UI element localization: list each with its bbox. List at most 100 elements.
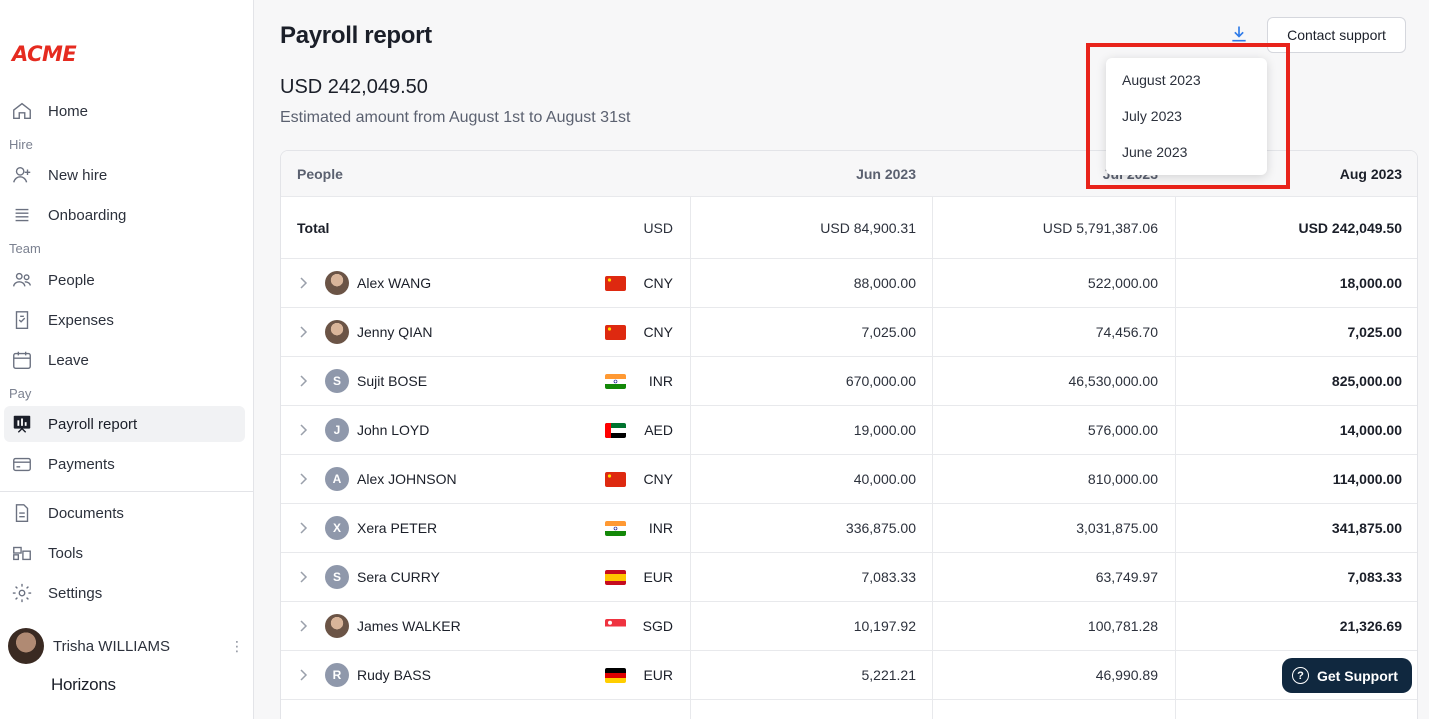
currency-code: EUR bbox=[643, 667, 673, 683]
table-row[interactable]: J John LOYD AED 19,000.00 576,000.00 14,000.0… bbox=[281, 406, 1417, 455]
amount-jul: 46,990.89 bbox=[1095, 667, 1158, 683]
amount-jul: 63,749.97 bbox=[1095, 569, 1158, 585]
person-name[interactable]: Alex JOHNSON bbox=[357, 471, 457, 487]
section-label-pay: Pay bbox=[9, 386, 32, 401]
amount-jul: 522,000.00 bbox=[1087, 275, 1158, 291]
sidebar-item-leave[interactable]: Leave bbox=[4, 342, 245, 378]
table-row[interactable]: S Sujit BOSE INR 670,000.00 46,530,000.00 825… bbox=[281, 357, 1417, 406]
person-name[interactable]: Sera CURRY bbox=[357, 569, 440, 585]
expand-chevron-icon[interactable] bbox=[298, 651, 308, 699]
table-row[interactable]: A Alex JOHNSON CNY 40,000.00 810,000.00 114,0… bbox=[281, 455, 1417, 504]
amount-jul: 3,031,875.00 bbox=[1076, 520, 1158, 536]
person-name[interactable]: James WALKER bbox=[357, 618, 461, 634]
dropdown-option-july[interactable]: July 2023 bbox=[1122, 108, 1182, 124]
sidebar-item-expenses[interactable]: Expenses bbox=[4, 302, 245, 338]
column-header-people[interactable]: People bbox=[297, 165, 343, 182]
add-user-icon bbox=[10, 163, 34, 187]
amount-jul: 576,000.00 bbox=[1087, 422, 1158, 438]
table-row[interactable]: X Xera PETER INR 336,875.00 3,031,875.00 341,… bbox=[281, 504, 1417, 553]
avatar: J bbox=[325, 418, 349, 442]
company-logo[interactable]: ACME bbox=[12, 42, 77, 66]
gear-icon bbox=[10, 581, 34, 605]
amount-jul: 810,000.00 bbox=[1087, 471, 1158, 487]
table-row[interactable]: S Sera CURRY EUR 7,083.33 63,749.97 7,083.33 bbox=[281, 553, 1417, 602]
amount-jun: 670,000.00 bbox=[845, 373, 916, 389]
sidebar-item-label: New hire bbox=[48, 166, 108, 184]
sidebar-item-payments[interactable]: Payments bbox=[4, 446, 245, 482]
sidebar-item-label: Settings bbox=[48, 584, 103, 602]
report-chart-icon bbox=[10, 412, 34, 436]
table-row[interactable]: James WALKER SGD 10,197.92 100,781.28 21,326… bbox=[281, 602, 1417, 651]
expand-chevron-icon[interactable] bbox=[298, 602, 308, 650]
currency-code: CNY bbox=[643, 324, 673, 340]
flag-cn-icon bbox=[605, 275, 626, 291]
expand-chevron-icon[interactable] bbox=[298, 357, 308, 405]
currency-code: CNY bbox=[643, 275, 673, 291]
flag-cn-icon bbox=[605, 471, 626, 487]
expand-chevron-icon[interactable] bbox=[298, 406, 308, 454]
receipt-icon bbox=[10, 308, 34, 332]
column-header-aug[interactable]: Aug 2023 bbox=[1339, 165, 1402, 182]
download-button[interactable] bbox=[1226, 21, 1252, 47]
section-label-team: Team bbox=[9, 241, 41, 256]
more-options-icon[interactable]: ⋮ bbox=[230, 637, 244, 654]
flag-de-icon bbox=[605, 667, 626, 683]
flag-in-icon bbox=[605, 520, 626, 536]
get-support-button[interactable]: ? Get Support bbox=[1282, 658, 1412, 693]
amount-jun: 10,197.92 bbox=[853, 618, 916, 634]
avatar: A bbox=[325, 467, 349, 491]
expand-chevron-icon[interactable] bbox=[298, 553, 308, 601]
expand-chevron-icon[interactable] bbox=[298, 308, 308, 356]
sidebar-item-payroll-report[interactable]: Payroll report bbox=[4, 406, 245, 442]
section-label-hire: Hire bbox=[9, 137, 33, 152]
person-name[interactable]: Alex WANG bbox=[357, 275, 432, 291]
sidebar-item-settings[interactable]: Settings bbox=[4, 575, 245, 611]
expand-chevron-icon[interactable] bbox=[298, 504, 308, 552]
total-jun: USD 84,900.31 bbox=[820, 219, 916, 236]
avatar bbox=[8, 628, 44, 664]
person-name[interactable]: Rudy BASS bbox=[357, 667, 431, 683]
page-title: Payroll report bbox=[280, 22, 432, 49]
total-label: Total bbox=[297, 219, 330, 236]
dropdown-option-august[interactable]: August 2023 bbox=[1122, 72, 1201, 88]
sidebar-item-label: Payroll report bbox=[48, 415, 138, 433]
sidebar-item-documents[interactable]: Documents bbox=[4, 495, 245, 531]
sidebar-item-label: Onboarding bbox=[48, 206, 127, 224]
table-row[interactable]: Alex WANG CNY 88,000.00 522,000.00 18,000.00 bbox=[281, 259, 1417, 308]
sidebar-item-label: Expenses bbox=[48, 311, 114, 329]
sidebar-item-new-hire[interactable]: New hire bbox=[4, 157, 245, 193]
column-divider bbox=[932, 151, 933, 719]
person-name[interactable]: John LOYD bbox=[357, 422, 430, 438]
month-dropdown: August 2023 July 2023 June 2023 bbox=[1106, 58, 1267, 175]
payroll-table: People Jun 2023 Jul 2023 Aug 2023 Total … bbox=[280, 150, 1418, 719]
get-support-label: Get Support bbox=[1317, 667, 1398, 684]
column-header-jun[interactable]: Jun 2023 bbox=[856, 165, 916, 182]
amount-jul: 46,530,000.00 bbox=[1068, 373, 1158, 389]
person-name[interactable]: Sujit BOSE bbox=[357, 373, 428, 389]
currency-code: INR bbox=[648, 373, 673, 389]
list-icon bbox=[10, 203, 34, 227]
sidebar-item-people[interactable]: People bbox=[4, 262, 245, 298]
amount-aug: 18,000.00 bbox=[1339, 275, 1402, 291]
amount-jun: 88,000.00 bbox=[853, 275, 916, 291]
table-row[interactable]: R Rudy BASS EUR 5,221.21 46,990.89 bbox=[281, 651, 1417, 700]
estimate-subtitle: Estimated amount from August 1st to Augu… bbox=[280, 109, 631, 126]
person-name[interactable]: Xera PETER bbox=[357, 520, 438, 536]
sidebar-item-tools[interactable]: Tools bbox=[4, 535, 245, 571]
person-name[interactable]: Jenny QIAN bbox=[357, 324, 433, 340]
sidebar-item-label: Documents bbox=[48, 504, 124, 522]
expand-chevron-icon[interactable] bbox=[298, 259, 308, 307]
dropdown-option-june[interactable]: June 2023 bbox=[1122, 144, 1188, 160]
contact-support-button[interactable]: Contact support bbox=[1267, 17, 1406, 53]
amount-jun: 7,025.00 bbox=[861, 324, 917, 340]
sidebar-item-onboarding[interactable]: Onboarding bbox=[4, 197, 245, 233]
expand-chevron-icon[interactable] bbox=[298, 455, 308, 503]
amount-aug: 825,000.00 bbox=[1331, 373, 1402, 389]
total-aug: USD 242,049.50 bbox=[1298, 219, 1402, 236]
table-row[interactable]: Jenny QIAN CNY 7,025.00 74,456.70 7,025.00 bbox=[281, 308, 1417, 357]
avatar bbox=[325, 614, 349, 638]
people-icon bbox=[10, 268, 34, 292]
sidebar-item-home[interactable]: Home bbox=[4, 93, 245, 129]
avatar: S bbox=[325, 565, 349, 589]
user-profile[interactable]: Trisha WILLIAMS ⋮ bbox=[8, 628, 244, 664]
